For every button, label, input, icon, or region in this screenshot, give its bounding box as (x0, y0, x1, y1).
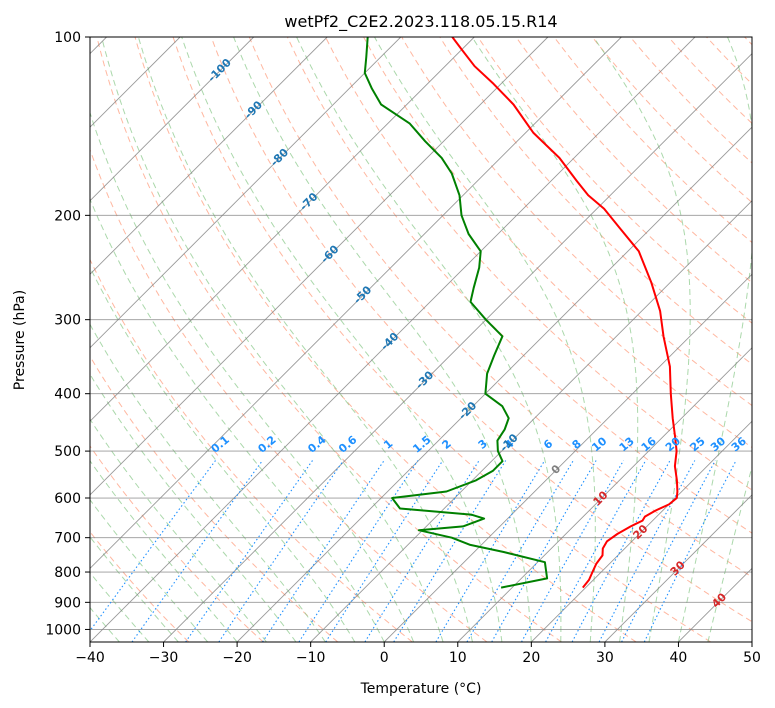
moist-adiabat-line (592, 37, 691, 642)
dry-adiabat-line (134, 37, 637, 642)
dry-adiabat-line (477, 37, 752, 324)
mixing-ratio-line (466, 460, 574, 642)
y-tick-label: 700 (54, 531, 81, 547)
dewpoint-profile-line (363, 37, 549, 589)
y-axis: 100 200 300 400 500 600 700 800 900 1000 (45, 30, 90, 638)
isotherm-line (90, 37, 622, 570)
moist-adiabat-line (90, 111, 415, 642)
y-axis-title: Pressure (hPa) (12, 290, 28, 390)
moist-adiabat-line (677, 37, 752, 642)
y-tick-label: 100 (54, 30, 81, 46)
isotherm-line (383, 273, 752, 642)
isotherm-line (457, 347, 752, 642)
dry-adiabat-line (591, 37, 752, 204)
moist-adiabat-line (90, 536, 179, 642)
x-tick-label: 10 (449, 650, 467, 666)
moist-adiabat-line (181, 37, 503, 642)
dry-adiabat-line (90, 445, 264, 642)
x-tick-label: 50 (743, 650, 761, 666)
mixing-ratio-line (521, 460, 624, 642)
isotherm-line (90, 37, 402, 349)
x-tick-label: −40 (75, 650, 105, 666)
profile-lines (363, 37, 679, 589)
dry-adiabat-line (325, 37, 752, 491)
moist-adiabat-line (101, 37, 444, 642)
y-tick-label: 300 (54, 313, 81, 329)
moist-adiabat-line (90, 266, 356, 642)
x-axis: −40 −30 −20 −10 0 10 20 30 40 50 (75, 642, 761, 666)
mixing-ratio-line (218, 460, 344, 642)
moist-adiabat-line (296, 37, 562, 642)
x-tick-label: 40 (670, 650, 688, 666)
dry-adiabat-line (96, 37, 562, 642)
background-lines (90, 37, 752, 642)
plot-frame (89, 36, 753, 643)
dry-adiabat-line (629, 37, 752, 164)
isotherm-line (310, 200, 752, 642)
isotherm-line (90, 37, 328, 275)
x-axis-title: Temperature (°C) (360, 681, 482, 697)
mixing-ratio-line (131, 460, 263, 642)
temperature-profile-line (451, 37, 679, 589)
moist-adiabat-line (233, 37, 532, 642)
y-tick-label: 800 (54, 565, 81, 581)
y-tick-label: 500 (54, 444, 81, 460)
mixing-ratio-line (298, 460, 419, 642)
y-tick-label: 600 (54, 491, 81, 507)
moist-adiabat-line (137, 37, 473, 642)
moist-adiabat-line (707, 464, 752, 642)
chart-title: wetPf2_C2E2.2023.118.05.15.R14 (284, 12, 557, 32)
moist-adiabat-line (90, 373, 297, 642)
isotherm-line (90, 37, 475, 422)
moist-adiabat-line (90, 418, 267, 642)
moist-adiabat-line (374, 37, 596, 642)
mixing-ratio-line (643, 460, 737, 642)
isotherm-line (90, 37, 696, 642)
y-tick-label: 200 (54, 208, 81, 224)
dry-adiabat-line (401, 37, 752, 407)
mixing-ratio-line (491, 460, 597, 642)
y-tick-label: 400 (54, 387, 81, 403)
moist-adiabat-line (90, 198, 385, 642)
moist-adiabat-line (90, 459, 238, 642)
y-tick-label: 1000 (45, 622, 81, 638)
mixing-ratio-line (262, 460, 385, 642)
dry-adiabat-line (248, 37, 752, 578)
moist-adiabat-line (90, 498, 209, 642)
x-tick-label: 0 (380, 650, 389, 666)
dry-adiabat-line (172, 37, 712, 642)
isotherm-line (90, 37, 255, 202)
isotherm-line (90, 37, 549, 496)
y-tick-label: 900 (54, 595, 81, 611)
dry-adiabat-line (90, 258, 413, 642)
x-tick-label: −30 (149, 650, 179, 666)
moist-adiabat-line (471, 37, 639, 642)
isotherm-line (163, 52, 752, 642)
isotherm-line (604, 494, 752, 642)
dry-adiabat-line (286, 37, 752, 534)
x-tick-label: 20 (522, 650, 540, 666)
x-tick-label: 30 (596, 650, 614, 666)
x-tick-label: −20 (222, 650, 252, 666)
x-tick-label: −10 (296, 650, 326, 666)
mixing-ratio-line (90, 460, 216, 632)
mixing-ratio-line (545, 460, 647, 642)
isotherm-line (236, 126, 752, 642)
mixing-ratio-line (185, 460, 313, 642)
isotherm-line (530, 420, 752, 642)
mixing-ratio-line (435, 460, 546, 642)
